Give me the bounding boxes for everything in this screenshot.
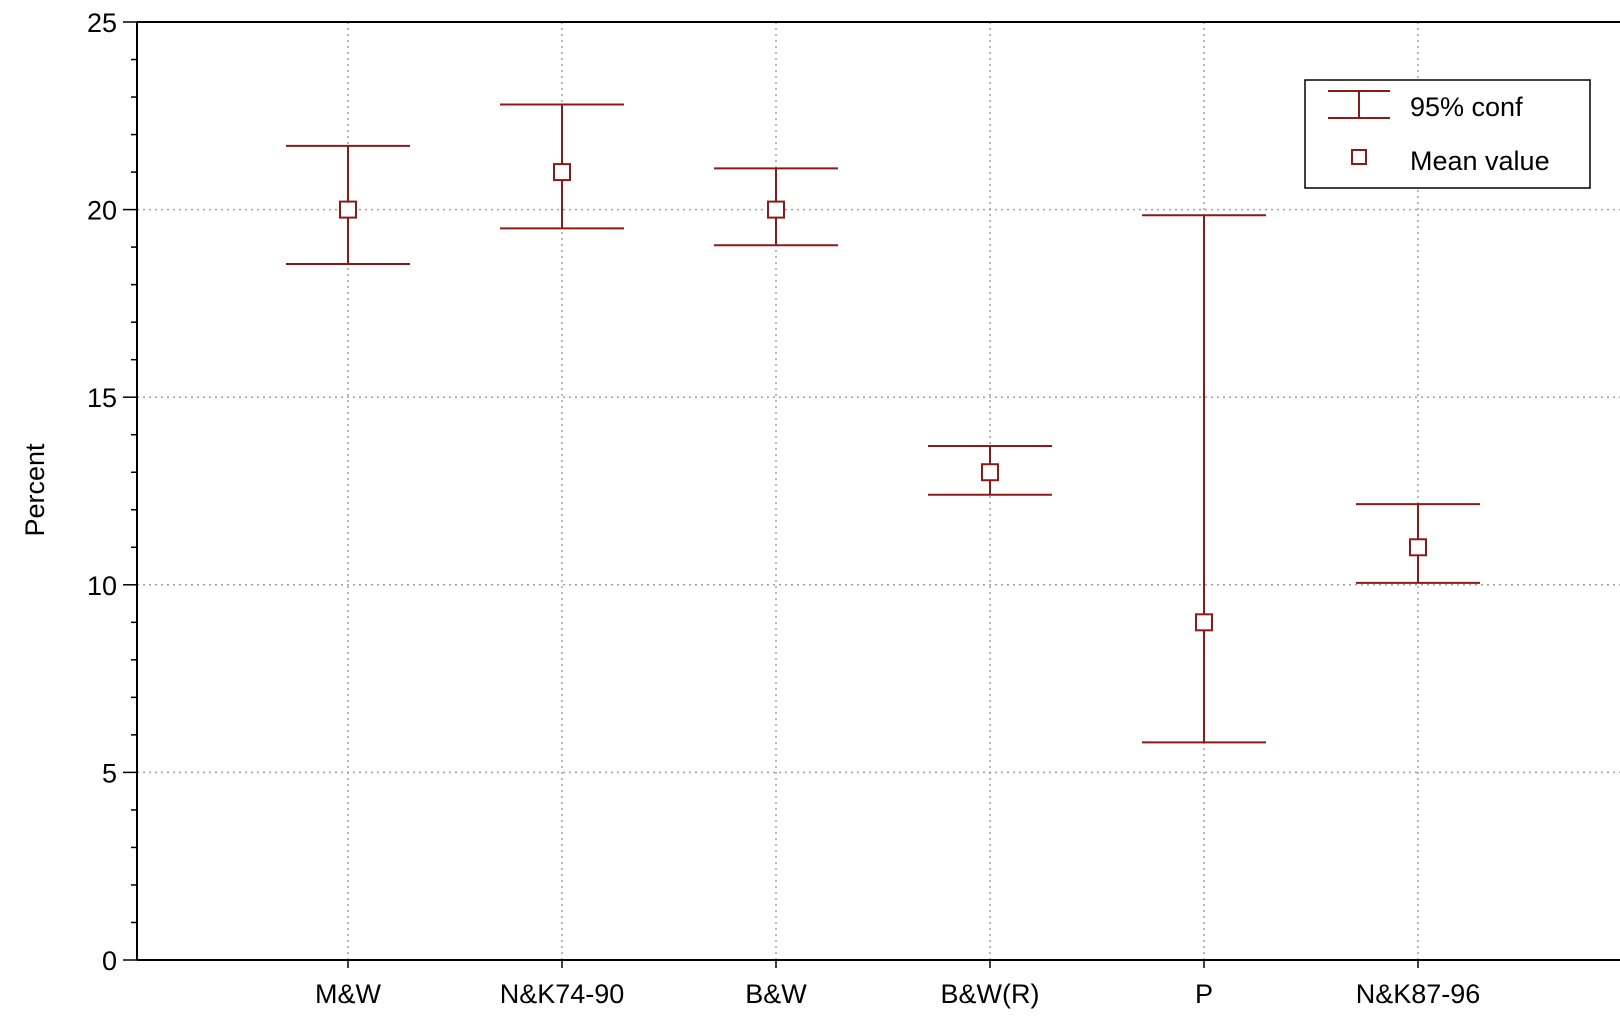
y-tick-label: 15 — [87, 383, 117, 413]
mean-marker — [981, 463, 999, 482]
y-tick-label: 25 — [87, 8, 117, 38]
legend-mean-symbol — [1351, 149, 1367, 165]
x-tick-label: P — [1195, 979, 1213, 1009]
x-tick-label: N&K87-96 — [1356, 979, 1481, 1009]
error-bar-group — [1356, 503, 1480, 584]
mean-marker — [553, 163, 571, 182]
y-tick-label: 0 — [102, 946, 117, 976]
mean-marker — [1409, 538, 1427, 557]
mean-marker — [339, 200, 357, 219]
x-tick-label: M&W — [315, 979, 382, 1009]
mean-marker — [767, 200, 785, 219]
legend-label-mean: Mean value — [1410, 146, 1550, 176]
error-bar-series — [286, 103, 1480, 744]
legend-label-conf: 95% conf — [1410, 92, 1523, 122]
y-tick-label: 5 — [102, 758, 117, 788]
legend-box — [1304, 79, 1591, 189]
mean-marker — [1195, 613, 1213, 632]
y-axis-ticks: 0 5 10 15 20 25 — [87, 8, 137, 976]
legend-errorbar-symbol — [1328, 90, 1390, 119]
error-bar-group — [500, 103, 624, 230]
error-bar-group — [928, 444, 1052, 496]
error-bar-group — [714, 167, 838, 247]
x-tick-label: B&W — [745, 979, 807, 1009]
legend: 95% conf Mean value — [1304, 79, 1591, 189]
gridlines — [137, 22, 1620, 960]
y-axis-title: Percent — [20, 443, 50, 537]
error-bar-group — [286, 144, 410, 266]
x-tick-label: N&K74-90 — [500, 979, 625, 1009]
axes — [136, 21, 1620, 961]
y-tick-label: 10 — [87, 571, 117, 601]
error-bar-group — [1142, 214, 1266, 744]
x-axis-ticks: M&W N&K74-90 B&W B&W(R) P N&K87-96 — [315, 960, 1480, 1009]
y-tick-label: 20 — [87, 196, 117, 226]
x-tick-label: B&W(R) — [941, 979, 1040, 1009]
